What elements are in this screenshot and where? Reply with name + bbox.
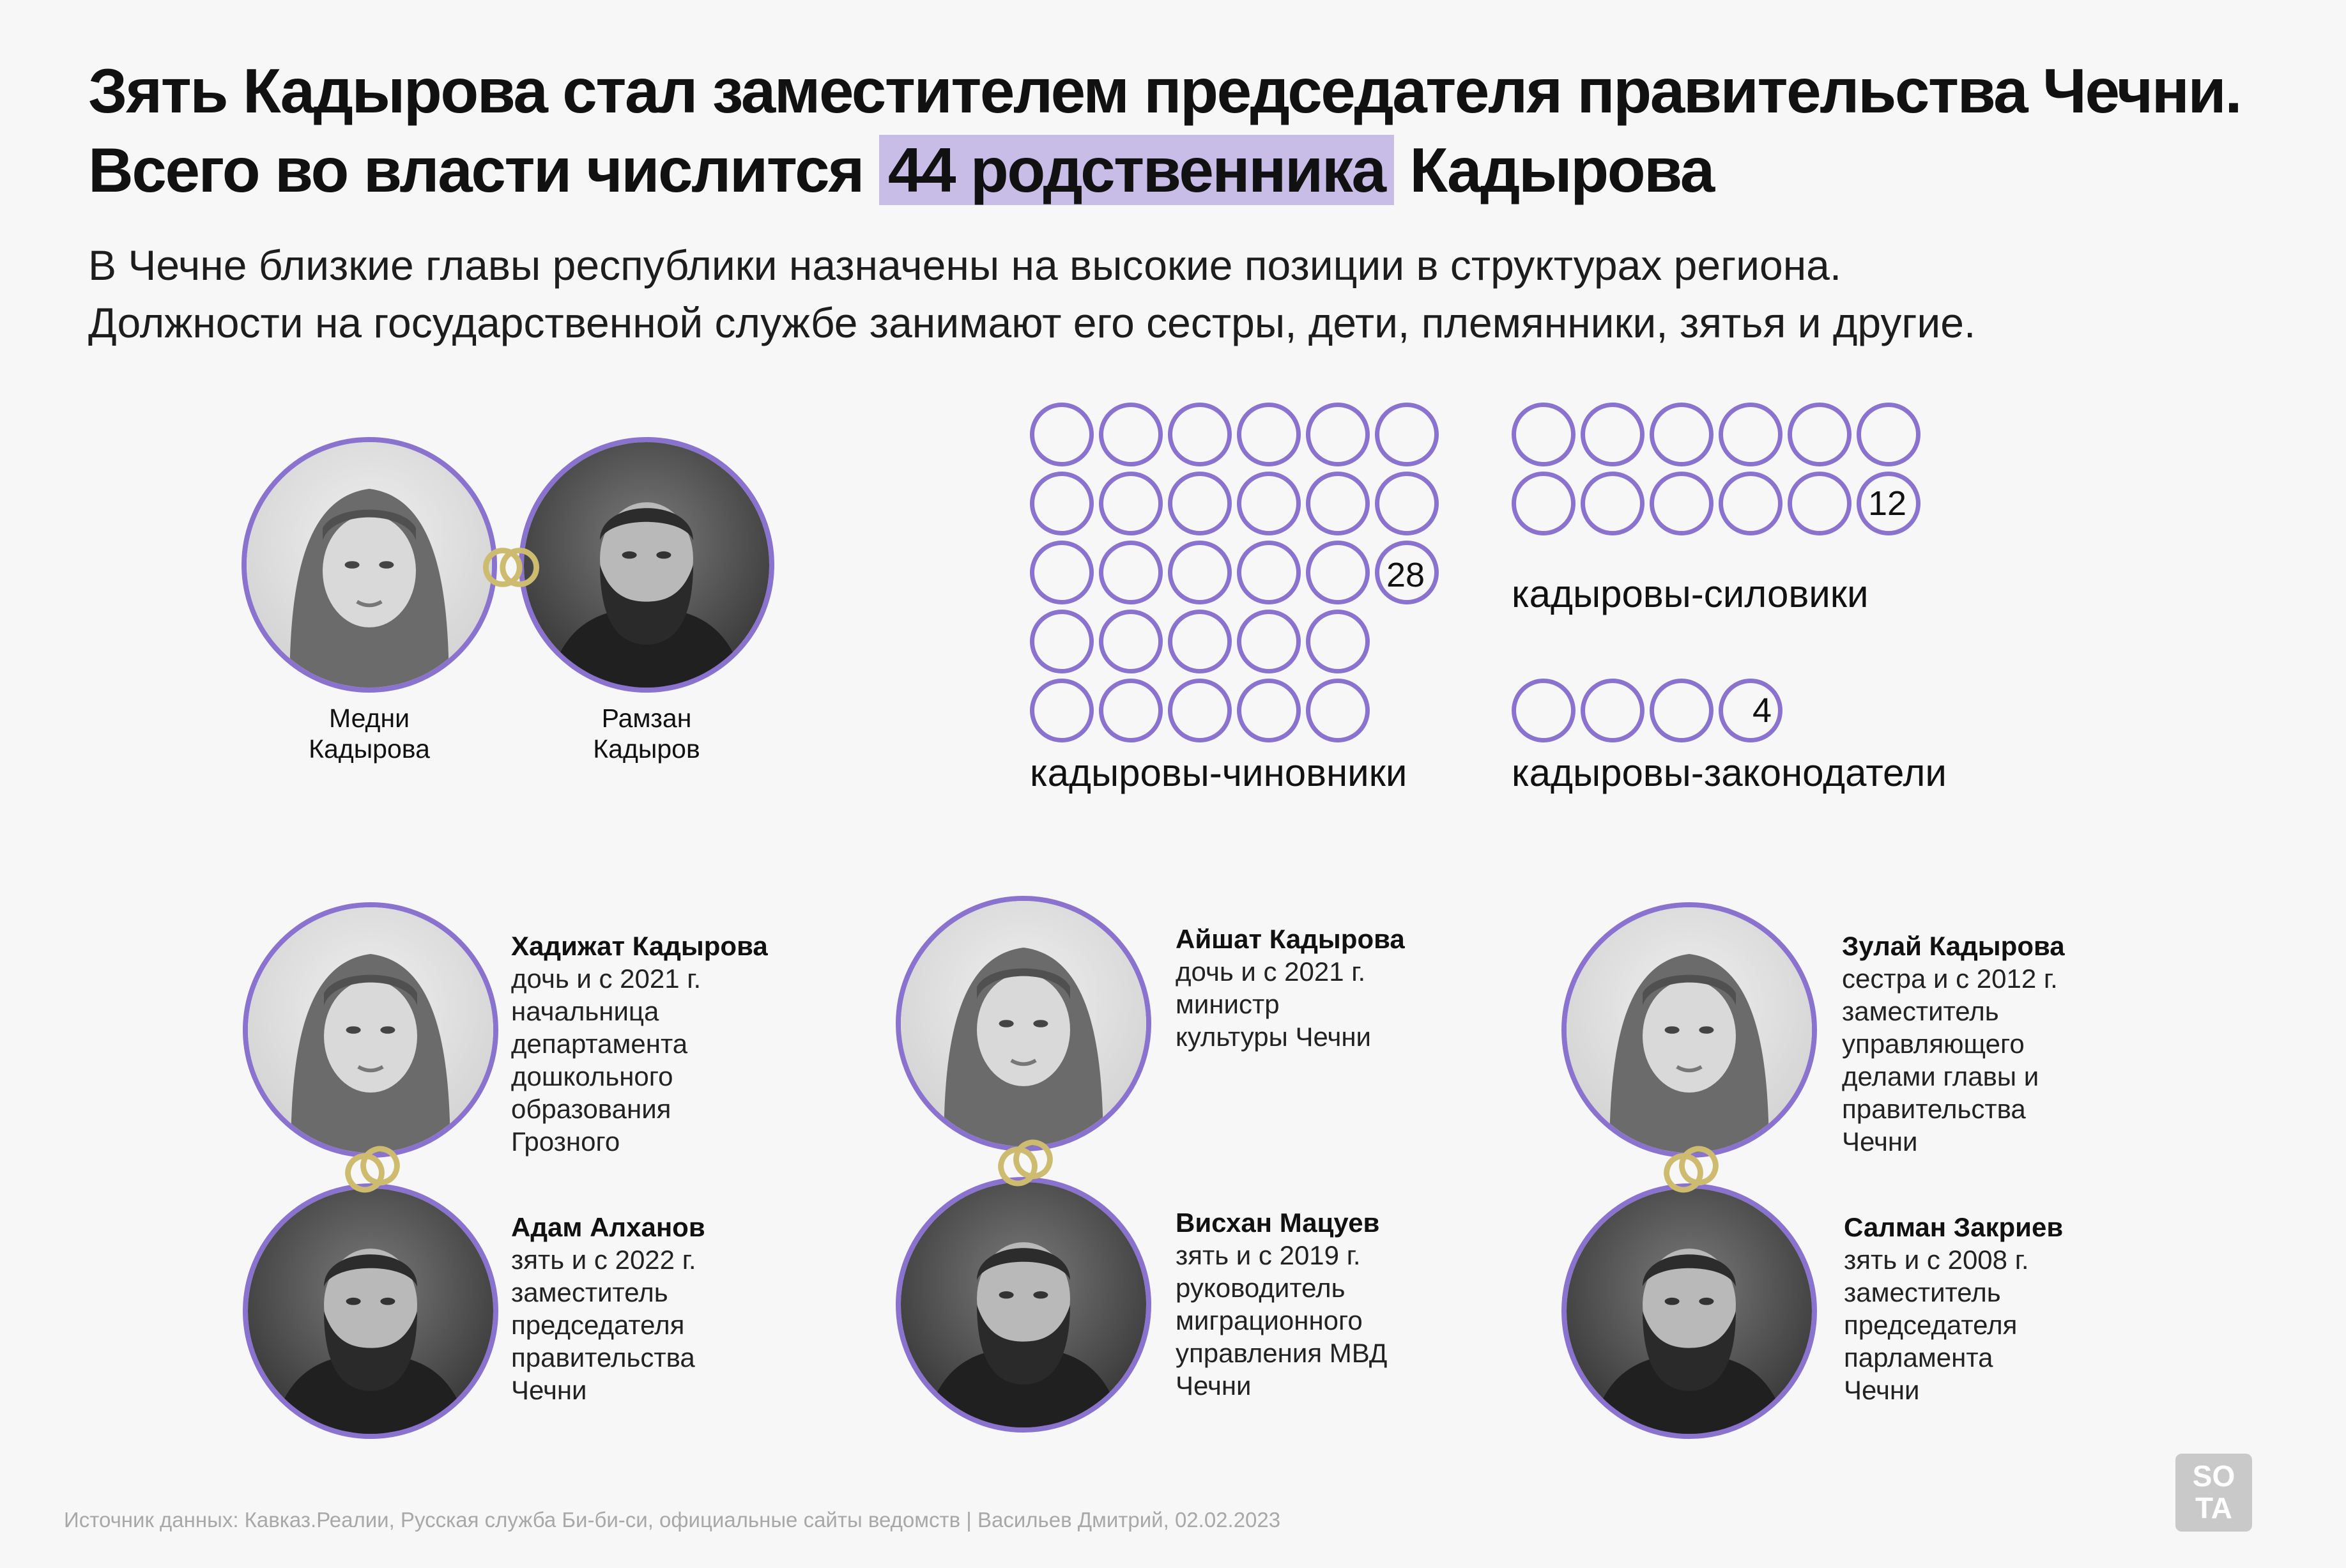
person-circle [1306, 541, 1370, 604]
person-circle [1030, 610, 1094, 673]
person-circle [1030, 403, 1094, 466]
portrait-zulai [1561, 902, 1817, 1158]
portrait-khadizhat [243, 902, 498, 1158]
person-photo-icon [901, 1182, 1146, 1427]
person-circle [1719, 403, 1782, 466]
count-circle [1857, 472, 1920, 535]
person-circle [1650, 472, 1713, 535]
person-circle [1099, 472, 1163, 535]
portrait-medni [241, 437, 497, 693]
person-circle [1306, 610, 1370, 673]
person-circle [1030, 541, 1094, 604]
source-note: Источник данных: Кавказ.Реалии, Русская … [64, 1508, 1281, 1532]
person-circle [1857, 403, 1920, 466]
person-photo-icon [247, 442, 492, 688]
name-medni: Медни Кадырова [309, 703, 430, 764]
portrait-aishat [896, 896, 1151, 1151]
person-circle [1650, 403, 1713, 466]
officials-label: кадыровы-чиновники [1030, 751, 1407, 794]
person-circle [1030, 679, 1094, 742]
security-label: кадыровы-силовики [1512, 573, 1869, 615]
person-circle [1375, 403, 1439, 466]
subtitle: В Чечне близкие главы республики назначе… [88, 236, 2286, 351]
headline-text: Зять Кадырова стал заместителем председа… [88, 56, 2242, 205]
person-circle [1168, 679, 1232, 742]
person-circle [1237, 472, 1301, 535]
portrait-adam [243, 1183, 498, 1439]
person-circle [1512, 679, 1575, 742]
person-photo-icon [248, 907, 493, 1153]
bio-adam: Адам Алханов зять и с 2022 г. заместител… [511, 1212, 705, 1405]
count-circle [1375, 541, 1439, 604]
person-circle [1237, 610, 1301, 673]
wedding-rings-icon [476, 542, 546, 593]
person-circle [1099, 403, 1163, 466]
legislators-count: 4 [1752, 691, 1772, 730]
person-circle [1788, 403, 1851, 466]
person-circle [1168, 541, 1232, 604]
person-circle [1237, 403, 1301, 466]
person-circle [1030, 472, 1094, 535]
portrait-viskhan [896, 1177, 1151, 1433]
subtitle-line-2: Должности на государственной службе зани… [88, 299, 1976, 346]
person-circle [1099, 541, 1163, 604]
person-photo-icon [524, 442, 769, 688]
person-circle [1099, 610, 1163, 673]
person-circle [1375, 472, 1439, 535]
bio-aishat: Айшат Кадырова дочь и с 2021 г. министр … [1176, 924, 1405, 1052]
person-photo-icon [1567, 907, 1812, 1153]
security-count: 12 [1867, 484, 1907, 523]
subtitle-line-1: В Чечне близкие главы республики назначе… [88, 242, 1842, 289]
portrait-salman [1561, 1183, 1817, 1439]
person-circle [1512, 403, 1575, 466]
bio-viskhan: Висхан Мацуев зять и с 2019 г. руководит… [1176, 1208, 1388, 1401]
headline: Зять Кадырова стал заместителем председа… [88, 51, 2286, 210]
headline-highlight: 44 родственника [878, 135, 1394, 205]
person-circle [1168, 610, 1232, 673]
name-ramzan: Рамзан Кадыров [593, 703, 700, 764]
legislators-label: кадыровы-законодатели [1512, 751, 1947, 794]
person-circle [1650, 679, 1713, 742]
bio-zulai: Зулай Кадырова сестра и с 2012 г. замест… [1842, 931, 2065, 1157]
brand-logo: SO TA [2175, 1454, 2252, 1532]
portrait-ramzan [519, 437, 774, 693]
person-photo-icon [1567, 1188, 1812, 1434]
person-circle [1581, 472, 1644, 535]
headline-text-end: Кадырова [1393, 135, 1715, 205]
person-circle [1788, 472, 1851, 535]
person-circle [1581, 403, 1644, 466]
person-circle [1306, 472, 1370, 535]
person-circle [1581, 679, 1644, 742]
person-circle [1168, 403, 1232, 466]
count-circle [1719, 679, 1782, 742]
person-photo-icon [901, 901, 1146, 1146]
person-circle [1306, 403, 1370, 466]
person-circle [1168, 472, 1232, 535]
person-circle [1306, 679, 1370, 742]
person-circle [1099, 679, 1163, 742]
person-circle [1237, 541, 1301, 604]
person-photo-icon [248, 1188, 493, 1434]
person-circle [1719, 472, 1782, 535]
bio-khadizhat: Хадижат Кадырова дочь и с 2021 г. началь… [511, 931, 768, 1157]
bio-salman: Салман Закриев зять и с 2008 г. заместит… [1844, 1212, 2064, 1405]
person-circle [1512, 472, 1575, 535]
person-circle [1237, 679, 1301, 742]
officials-count: 28 [1386, 556, 1425, 594]
